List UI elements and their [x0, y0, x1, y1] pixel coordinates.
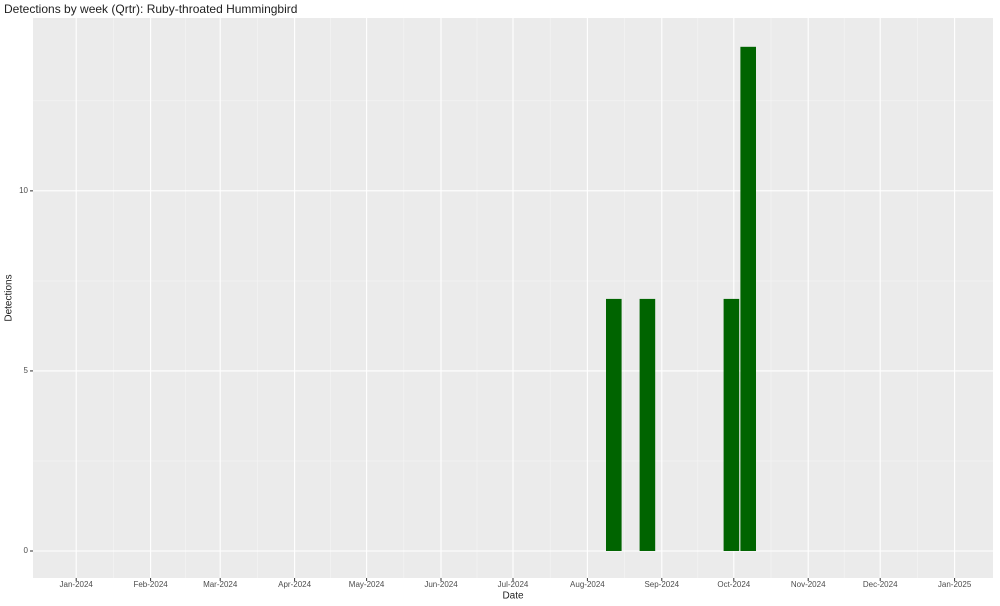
y-tick-label: 10 — [19, 186, 28, 195]
x-axis-title: Date — [502, 591, 524, 602]
bar — [740, 46, 756, 551]
y-tick-label: 0 — [24, 546, 29, 555]
x-tick-label: Dec-2024 — [863, 580, 898, 589]
x-tick-label: Nov-2024 — [791, 580, 826, 589]
x-tick-label: Sep-2024 — [644, 580, 679, 589]
x-tick-label: Aug-2024 — [570, 580, 605, 589]
x-tick-label: Apr-2024 — [278, 580, 311, 589]
x-tick-label: Oct-2024 — [717, 580, 750, 589]
y-tick-label: 5 — [24, 366, 29, 375]
x-tick-label: Jan-2025 — [938, 580, 972, 589]
bar — [723, 298, 740, 551]
bar — [639, 298, 656, 551]
x-tick-label: Mar-2024 — [203, 580, 238, 589]
chart-title: Detections by week (Qrtr): Ruby-throated… — [4, 2, 297, 16]
x-tick-label: Feb-2024 — [133, 580, 168, 589]
x-tick-label: May-2024 — [349, 580, 385, 589]
x-tick-label: Jul-2024 — [498, 580, 529, 589]
x-tick-label: Jan-2024 — [60, 580, 94, 589]
bar — [606, 298, 622, 551]
y-axis-title: Detections — [4, 274, 15, 321]
x-tick-label: Jun-2024 — [424, 580, 458, 589]
